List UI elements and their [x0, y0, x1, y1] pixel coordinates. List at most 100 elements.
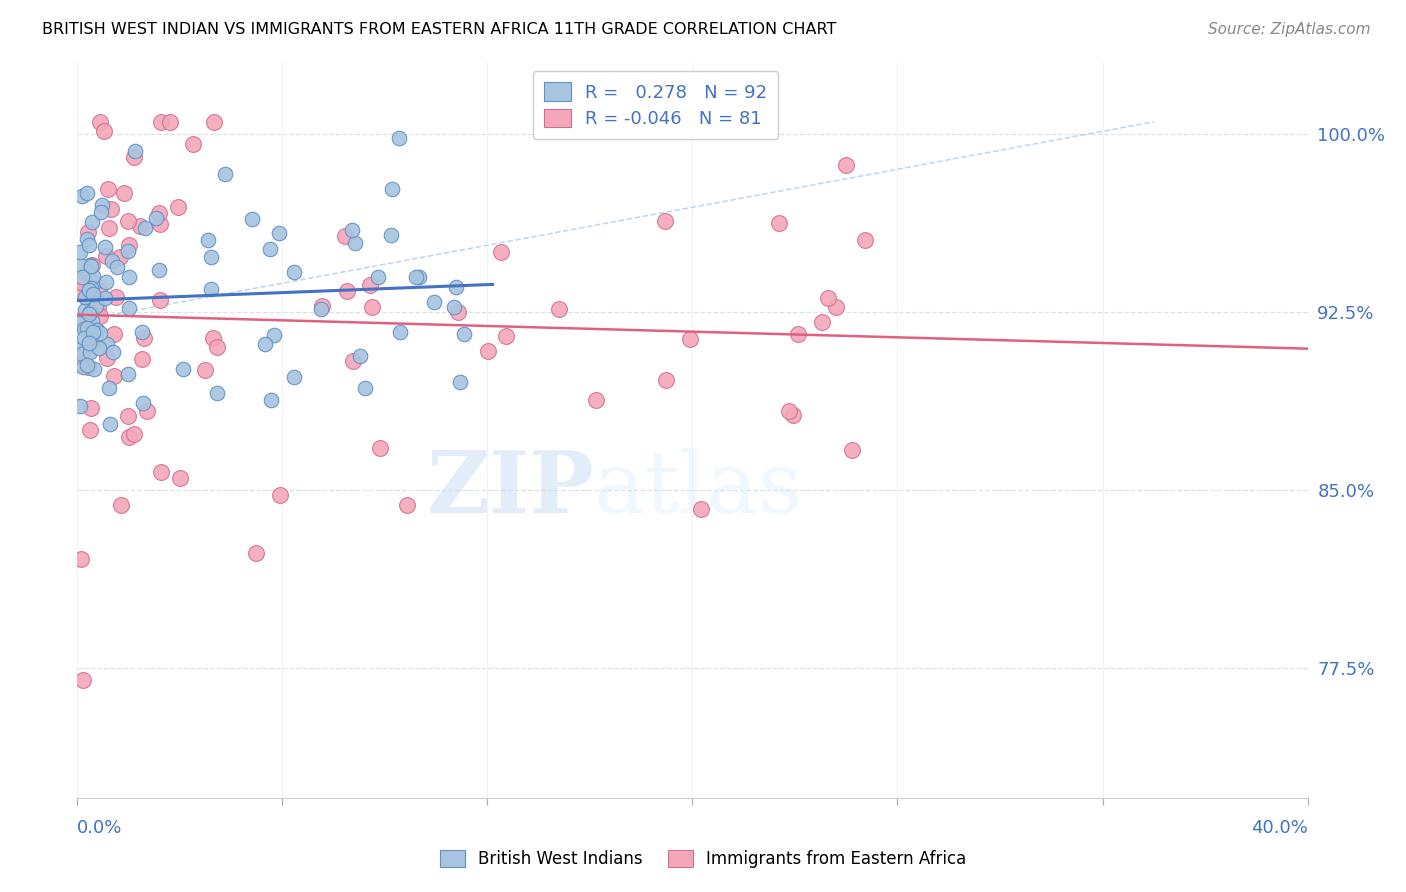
Point	[344, 236, 367, 251]
Point	[93, 123, 115, 137]
Point	[80, 258, 103, 272]
Point	[73, 331, 96, 345]
Point	[132, 331, 155, 345]
Point	[135, 403, 157, 417]
Point	[149, 465, 172, 479]
Point	[69, 399, 91, 413]
Point	[76, 359, 98, 374]
Point	[214, 167, 236, 181]
Point	[200, 250, 222, 264]
Text: BRITISH WEST INDIAN VS IMMIGRANTS FROM EASTERN AFRICA 11TH GRADE CORRELATION CHA: BRITISH WEST INDIAN VS IMMIGRANTS FROM E…	[42, 22, 837, 37]
Point	[83, 362, 105, 376]
Point	[70, 270, 93, 285]
Point	[83, 276, 105, 290]
Point	[654, 214, 676, 228]
Point	[82, 268, 104, 283]
Point	[202, 115, 225, 129]
Point	[118, 238, 141, 252]
Point	[101, 345, 124, 359]
Point	[131, 325, 153, 339]
Point	[817, 291, 839, 305]
Point	[96, 249, 118, 263]
Point	[193, 363, 215, 377]
Point	[97, 182, 120, 196]
Point	[149, 217, 172, 231]
Point	[82, 325, 104, 339]
Point	[82, 287, 104, 301]
Point	[495, 329, 517, 343]
Point	[309, 301, 332, 316]
Point	[786, 326, 808, 341]
Point	[89, 115, 111, 129]
Point	[449, 375, 471, 389]
Point	[98, 220, 121, 235]
Point	[76, 186, 98, 200]
Point	[690, 502, 713, 516]
Point	[80, 338, 103, 352]
Point	[148, 263, 170, 277]
Point	[380, 228, 402, 243]
Point	[84, 299, 107, 313]
Point	[76, 321, 98, 335]
Point	[79, 305, 101, 319]
Point	[94, 240, 117, 254]
Point	[340, 223, 363, 237]
Point	[76, 358, 98, 372]
Point	[69, 314, 91, 328]
Point	[835, 158, 858, 172]
Point	[205, 340, 228, 354]
Point	[167, 200, 190, 214]
Point	[76, 232, 98, 246]
Point	[82, 215, 104, 229]
Point	[381, 181, 404, 195]
Point	[72, 673, 94, 687]
Point	[354, 381, 377, 395]
Point	[86, 300, 108, 314]
Point	[444, 280, 467, 294]
Point	[98, 417, 121, 431]
Legend: R =   0.278   N = 92, R = -0.046   N = 81: R = 0.278 N = 92, R = -0.046 N = 81	[533, 71, 778, 139]
Point	[73, 303, 96, 318]
Point	[129, 219, 152, 233]
Point	[79, 283, 101, 297]
Point	[342, 353, 364, 368]
Point	[240, 211, 263, 226]
Point	[841, 443, 863, 458]
Point	[89, 309, 111, 323]
Point	[93, 291, 115, 305]
Point	[245, 546, 267, 560]
Point	[77, 336, 100, 351]
Point	[368, 442, 391, 456]
Point	[395, 498, 418, 512]
Point	[260, 393, 283, 408]
Text: ZIP: ZIP	[426, 447, 595, 532]
Point	[70, 552, 93, 566]
Point	[118, 301, 141, 315]
Point	[96, 336, 118, 351]
Point	[349, 349, 371, 363]
Point	[585, 392, 607, 407]
Point	[96, 351, 118, 365]
Point	[335, 228, 357, 243]
Point	[654, 373, 676, 387]
Point	[367, 270, 389, 285]
Point	[148, 206, 170, 220]
Point	[103, 368, 125, 383]
Point	[361, 301, 384, 315]
Point	[69, 275, 91, 289]
Point	[70, 284, 93, 298]
Point	[73, 322, 96, 336]
Point	[87, 341, 110, 355]
Point	[69, 343, 91, 357]
Point	[80, 332, 103, 346]
Point	[79, 344, 101, 359]
Point	[72, 360, 94, 375]
Text: 40.0%: 40.0%	[1251, 819, 1308, 837]
Point	[477, 344, 499, 359]
Point	[117, 244, 139, 258]
Point	[105, 260, 128, 274]
Text: atlas: atlas	[595, 448, 803, 531]
Point	[197, 233, 219, 247]
Point	[79, 423, 101, 437]
Point	[149, 115, 172, 129]
